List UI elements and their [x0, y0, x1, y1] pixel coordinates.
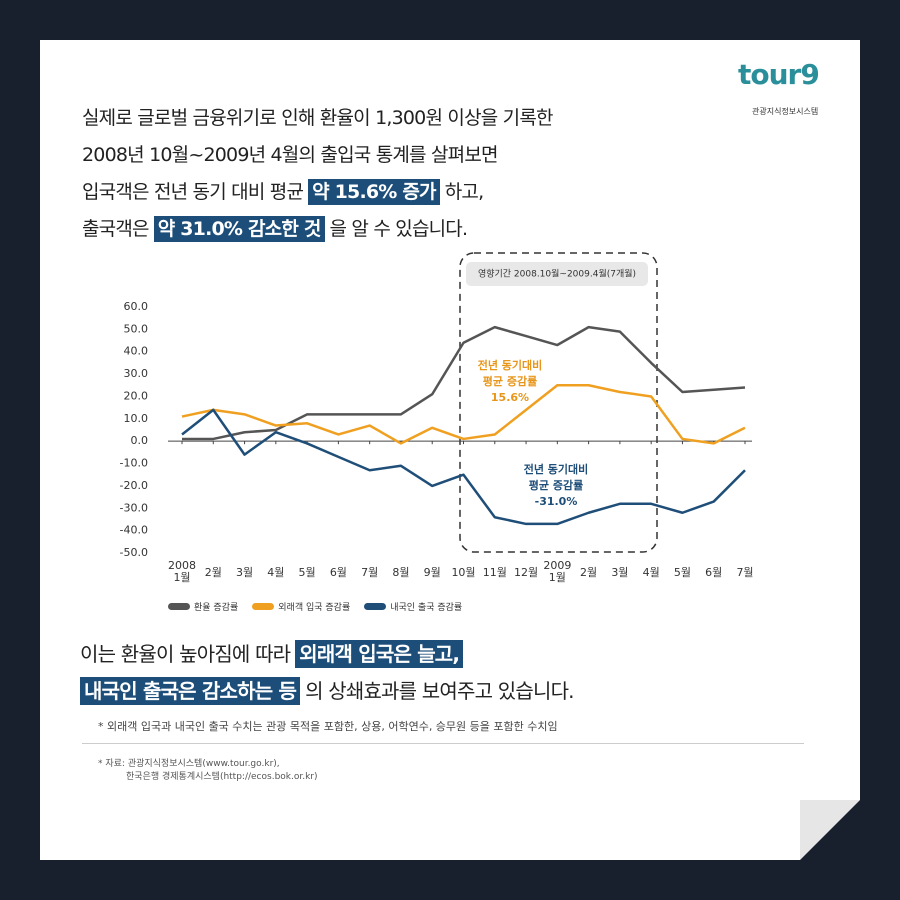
legend-label: 외래객 입국 증감률	[278, 603, 351, 613]
annotation: 전년 동기대비 평균 증감률 15.6%	[477, 359, 543, 404]
x-tick-label: 2009 1월	[543, 559, 572, 584]
legend-item: 내국인 출국 증감률	[364, 600, 462, 613]
logo: tour9	[738, 58, 820, 91]
legend-swatch	[252, 603, 275, 610]
source: 한국은행 경제통계시스템(http://ecos.bok.or.kr)	[126, 772, 318, 782]
text: 출국객은	[82, 218, 150, 240]
divider	[82, 743, 804, 744]
x-tick-label: 3월	[235, 566, 254, 579]
annotation: 전년 동기대비 평균 증감률 -31.0%	[523, 463, 589, 508]
y-tick-label: 20.0	[124, 389, 149, 402]
legend-item: 환율 증감률	[168, 600, 238, 613]
folded-corner	[800, 800, 860, 860]
legend-swatch	[364, 603, 387, 610]
intro: 실제로 글로벌 금융위기로 인해 환율이 1,300원 이상을 기록한 2008년…	[82, 100, 558, 248]
x-tick-label: 8월	[392, 566, 410, 579]
x-tick-label: 10월	[451, 566, 476, 579]
y-tick-label: 60.0	[124, 300, 149, 313]
x-tick-label: 4월	[267, 566, 285, 579]
footnote: * 외래객 입국과 내국인 출국 수치는 관광 목적을 포함한, 상용, 어학연…	[98, 720, 558, 733]
legend-label: 내국인 출국 증감률	[390, 603, 463, 613]
card	[40, 40, 860, 860]
x-tick-label: 7월	[361, 566, 379, 579]
text: 의 상쇄효과를 보여주고 있습니다.	[305, 679, 574, 703]
text-line: 입국객은 전년 동기 대비 평균 약 15.6% 증가 하고,	[82, 174, 558, 211]
x-tick-label: 2월	[580, 566, 598, 579]
legend-swatch	[168, 603, 190, 610]
logo-caption: 관광지식정보시스템	[752, 107, 819, 116]
legend: 환율 증감률 외래객 입국 증감률 내국인 출국 증감률	[168, 600, 462, 613]
series-line	[182, 325, 746, 441]
x-tick-label: 7월	[736, 566, 754, 579]
x-tick-label: 6월	[329, 566, 347, 579]
highlight-text: 약 15.6% 증가	[308, 179, 440, 205]
x-tick-label: 11월	[482, 566, 507, 579]
period-label: 영향기간 2008.10월~2009.4월(7개월)	[478, 268, 636, 280]
x-tick-label: 2월	[204, 566, 222, 579]
text: 입국객은 전년 동기 대비 평균	[82, 181, 304, 203]
text: 이는 환율이 높아짐에 따라	[80, 642, 291, 666]
y-tick-label: -30.0	[120, 501, 148, 514]
x-tick-label: 12월	[513, 566, 539, 579]
text-line: 2008년 10월~2009년 4월의 출입국 통계를 살펴보면	[82, 137, 558, 174]
source: * 자료: 관광지식정보시스템(www.tour.go.kr),	[98, 759, 280, 769]
y-tick-label: -50.0	[120, 546, 148, 559]
x-tick-label: 2008 1월	[168, 559, 196, 584]
x-tick-label: 4월	[642, 566, 660, 579]
highlight-text: 내국인 출국은 감소하는 등	[80, 677, 301, 705]
series-line	[181, 384, 746, 445]
legend-label: 환율 증감률	[194, 603, 239, 613]
x-tick-label: 5월	[298, 566, 316, 579]
text-line: 실제로 글로벌 금융위기로 인해 환율이 1,300원 이상을 기록한	[82, 100, 558, 137]
x-tick-label: 5월	[673, 566, 691, 579]
text: 하고,	[444, 181, 484, 203]
y-tick-label: -40.0	[120, 524, 148, 537]
y-tick-label: -10.0	[120, 457, 148, 470]
text: 을 알 수 있습니다.	[329, 218, 469, 240]
highlight-text: 외래객 입국은 늘고,	[295, 640, 464, 668]
series-line	[181, 408, 746, 526]
y-tick-label: 30.0	[124, 367, 149, 380]
y-tick-label: 50.0	[124, 322, 149, 335]
y-tick-label: 0.0	[131, 434, 149, 447]
text: 실제로 글로벌 금융위기로 인해 환율이 1,300원 이상을 기록한	[82, 107, 554, 129]
x-tick-label: 6월	[705, 566, 723, 579]
text: 2008년 10월~2009년 4월의 출입국 통계를 살펴보면	[82, 144, 499, 166]
x-tick-label: 9월	[423, 566, 441, 579]
x-tick-label: 3월	[611, 566, 629, 579]
text-line: 이는 환율이 높아짐에 따라 외래객 입국은 늘고,	[80, 636, 579, 673]
y-tick-label: 40.0	[124, 345, 149, 358]
period-label-bg	[466, 262, 648, 286]
legend-item: 외래객 입국 증감률	[252, 600, 350, 613]
highlight-text: 약 31.0% 감소한 것	[153, 216, 325, 242]
y-tick-label: -20.0	[120, 479, 148, 492]
y-tick-label: 10.0	[124, 412, 149, 425]
